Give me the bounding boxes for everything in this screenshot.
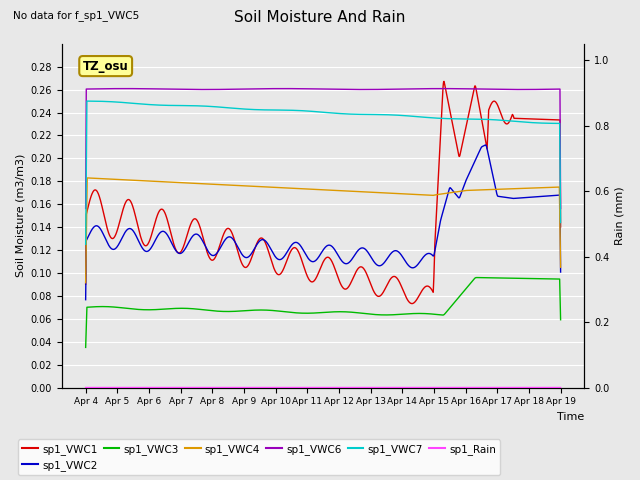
Text: No data for f_sp1_VWC5: No data for f_sp1_VWC5	[13, 10, 139, 21]
Legend: sp1_VWC1, sp1_VWC2, sp1_VWC3, sp1_VWC4, sp1_VWC6, sp1_VWC7, sp1_Rain: sp1_VWC1, sp1_VWC2, sp1_VWC3, sp1_VWC4, …	[18, 439, 500, 475]
Y-axis label: Rain (mm): Rain (mm)	[615, 186, 625, 245]
X-axis label: Time: Time	[557, 412, 584, 422]
Text: Soil Moisture And Rain: Soil Moisture And Rain	[234, 10, 406, 24]
Y-axis label: Soil Moisture (m3/m3): Soil Moisture (m3/m3)	[15, 154, 25, 277]
Text: TZ_osu: TZ_osu	[83, 60, 129, 72]
